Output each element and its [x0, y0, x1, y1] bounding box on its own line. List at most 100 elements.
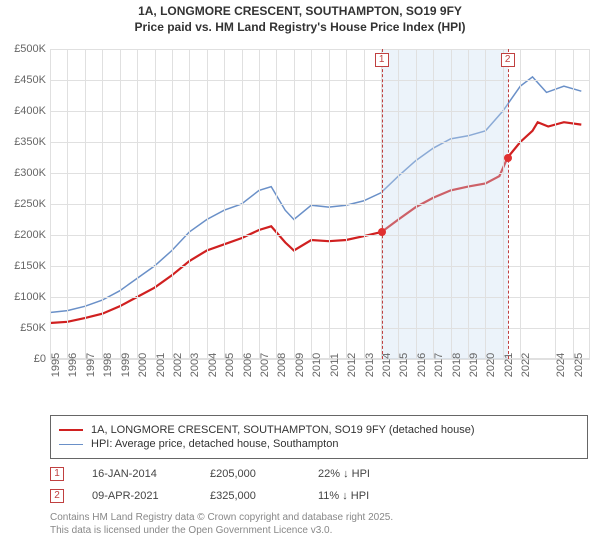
sale-row: 116-JAN-2014£205,00022% ↓ HPI [50, 467, 592, 481]
sale-delta: 11% ↓ HPI [318, 490, 369, 502]
legend-label: 1A, LONGMORE CRESCENT, SOUTHAMPTON, SO19… [91, 424, 475, 436]
chart-marker-box: 2 [501, 53, 515, 67]
marker-vline [382, 49, 383, 359]
xtick-label: 2012 [346, 353, 358, 377]
gridline-v [155, 49, 156, 359]
legend-swatch [59, 444, 83, 445]
xtick-label: 2025 [573, 353, 585, 377]
gridline-v [294, 49, 295, 359]
gridline-v [346, 49, 347, 359]
gridline-v [137, 49, 138, 359]
ytick-label: £150K [8, 260, 46, 272]
gridline-v [451, 49, 452, 359]
xtick-label: 2018 [451, 353, 463, 377]
xtick-label: 1997 [85, 353, 97, 377]
gridline-v [50, 49, 51, 359]
gridline-v [67, 49, 68, 359]
gridline-v [329, 49, 330, 359]
xtick-label: 2022 [520, 353, 532, 377]
gridline-v [573, 49, 574, 359]
legend-row: 1A, LONGMORE CRESCENT, SOUTHAMPTON, SO19… [59, 424, 579, 436]
xtick-label: 2016 [416, 353, 428, 377]
ytick-label: £500K [8, 43, 46, 55]
gridline-h [50, 111, 590, 112]
gridline-v [172, 49, 173, 359]
ytick-label: £400K [8, 105, 46, 117]
price-chart: £0£50K£100K£150K£200K£250K£300K£350K£400… [8, 39, 592, 409]
sales-table: 116-JAN-2014£205,00022% ↓ HPI209-APR-202… [50, 467, 592, 503]
sale-marker-box: 1 [50, 467, 64, 481]
gridline-h [50, 142, 590, 143]
gridline-v [398, 49, 399, 359]
xtick-label: 2000 [137, 353, 149, 377]
gridline-h [50, 49, 590, 50]
gridline-v [468, 49, 469, 359]
xtick-label: 2014 [381, 353, 393, 377]
sale-date: 09-APR-2021 [92, 490, 182, 502]
gridline-v [416, 49, 417, 359]
footer-attribution: Contains HM Land Registry data © Crown c… [50, 511, 588, 537]
xtick-label: 2017 [433, 353, 445, 377]
gridline-v [242, 49, 243, 359]
xtick-label: 2004 [207, 353, 219, 377]
sale-delta: 22% ↓ HPI [318, 468, 370, 480]
xtick-label: 2003 [189, 353, 201, 377]
gridline-v [485, 49, 486, 359]
ytick-label: £200K [8, 229, 46, 241]
xtick-label: 2020 [485, 353, 497, 377]
gridline-v [259, 49, 260, 359]
gridline-v [102, 49, 103, 359]
gridline-h [50, 173, 590, 174]
xtick-label: 2008 [276, 353, 288, 377]
legend-label: HPI: Average price, detached house, Sout… [91, 438, 338, 450]
sale-point-dot [504, 154, 512, 162]
footer-line-1: Contains HM Land Registry data © Crown c… [50, 511, 588, 524]
gridline-v [189, 49, 190, 359]
sale-date: 16-JAN-2014 [92, 468, 182, 480]
gridline-v [120, 49, 121, 359]
gridline-v [85, 49, 86, 359]
gridline-h [50, 297, 590, 298]
xtick-label: 2009 [294, 353, 306, 377]
gridline-v [207, 49, 208, 359]
gridline-h [50, 266, 590, 267]
title-line-2: Price paid vs. HM Land Registry's House … [8, 20, 592, 36]
chart-marker-box: 1 [375, 53, 389, 67]
xtick-label: 1995 [50, 353, 62, 377]
legend-row: HPI: Average price, detached house, Sout… [59, 438, 579, 450]
gridline-v [311, 49, 312, 359]
gridline-v [364, 49, 365, 359]
xtick-label: 2024 [555, 353, 567, 377]
xtick-label: 2005 [224, 353, 236, 377]
xtick-label: 2013 [364, 353, 376, 377]
xtick-label: 2006 [242, 353, 254, 377]
sale-price: £325,000 [210, 490, 290, 502]
marker-vline [508, 49, 509, 359]
ytick-label: £450K [8, 74, 46, 86]
xtick-label: 2010 [311, 353, 323, 377]
xtick-label: 1996 [67, 353, 79, 377]
xtick-label: 2021 [503, 353, 515, 377]
ytick-label: £0 [8, 353, 46, 365]
sale-row: 2 09-APR-2021 £325,000 11% ↓ HPI [50, 489, 592, 503]
sale-marker-box: 2 [50, 489, 64, 503]
xtick-label: 2002 [172, 353, 184, 377]
ytick-label: £300K [8, 167, 46, 179]
gridline-v [433, 49, 434, 359]
xtick-label: 2007 [259, 353, 271, 377]
gridline-v [224, 49, 225, 359]
gridline-v [555, 49, 556, 359]
ytick-label: £250K [8, 198, 46, 210]
xtick-label: 1998 [102, 353, 114, 377]
gridline-h [50, 204, 590, 205]
legend: 1A, LONGMORE CRESCENT, SOUTHAMPTON, SO19… [50, 415, 588, 459]
chart-title-block: 1A, LONGMORE CRESCENT, SOUTHAMPTON, SO19… [8, 4, 592, 35]
gridline-h [50, 328, 590, 329]
xtick-label: 2001 [155, 353, 167, 377]
ytick-label: £350K [8, 136, 46, 148]
title-line-1: 1A, LONGMORE CRESCENT, SOUTHAMPTON, SO19… [8, 4, 592, 20]
footer-line-2: This data is licensed under the Open Gov… [50, 524, 588, 537]
gridline-v [276, 49, 277, 359]
xtick-label: 2019 [468, 353, 480, 377]
sale-point-dot [378, 228, 386, 236]
